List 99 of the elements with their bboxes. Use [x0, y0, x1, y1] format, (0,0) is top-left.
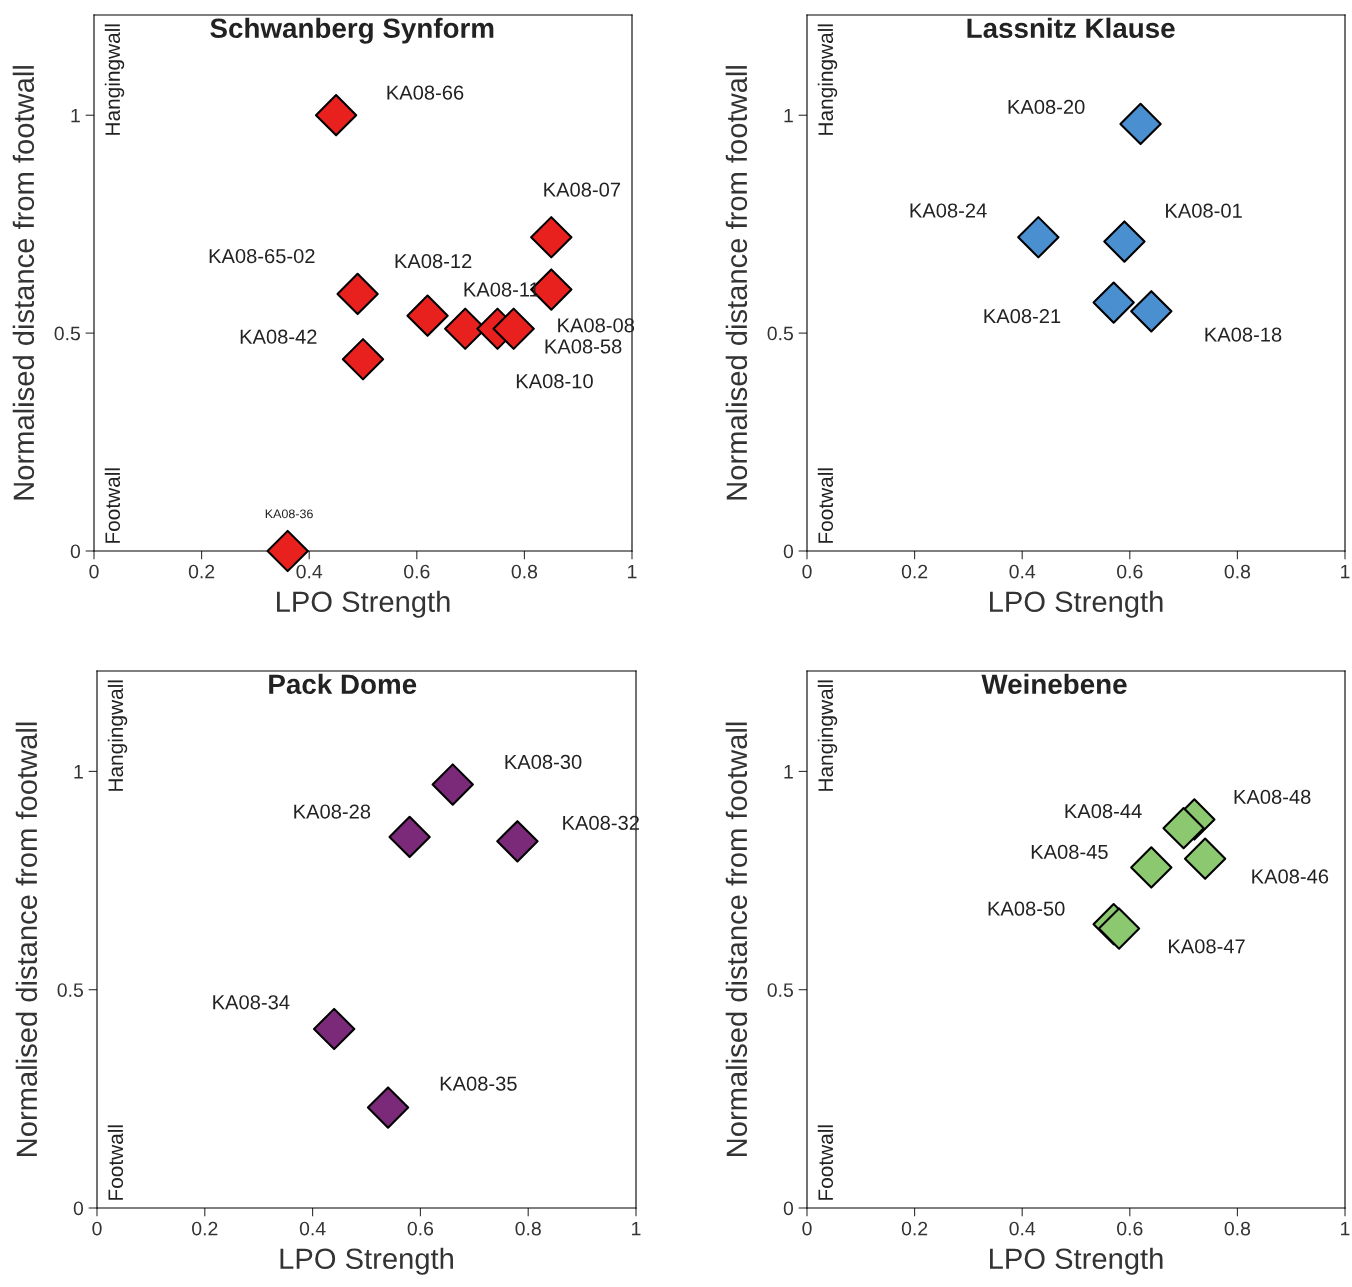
annotation: KA08-47 — [1169, 939, 1245, 954]
annotation: Footwall — [817, 1125, 834, 1200]
point — [1162, 807, 1205, 850]
annotation: KA08-01 — [1166, 203, 1242, 218]
y-tick-label: 0.5 — [57, 983, 83, 997]
annotation: KA08-21 — [984, 309, 1061, 324]
annotation: Hangingwall — [817, 24, 838, 135]
x-tick-label: 0.8 — [511, 564, 538, 579]
point — [1130, 290, 1173, 333]
y-axis-title: Normalised distance from footwall — [725, 722, 748, 1156]
x-axis-title: LPO Strength — [990, 1247, 1163, 1275]
y-tick-label: 1 — [784, 108, 793, 123]
annotation: KA08-30 — [505, 754, 582, 770]
x-tick-label: 0.2 — [901, 564, 928, 579]
annotation: KA08-34 — [213, 995, 290, 1010]
point — [366, 1086, 410, 1129]
annotation: Hangingwall — [107, 680, 128, 791]
x-tick-label: 1 — [632, 1221, 641, 1236]
point — [1183, 837, 1227, 880]
y-tick-label: 1 — [784, 765, 793, 779]
annotation: KA08-28 — [294, 804, 371, 819]
x-tick-label: 0.6 — [1117, 1221, 1143, 1236]
x-tick-label: 0 — [802, 564, 812, 579]
annotation: KA08-50 — [988, 901, 1065, 916]
x-tick-label: 0.6 — [407, 1221, 434, 1236]
x-tick-label: 1 — [628, 564, 637, 579]
y-tick-label: 1 — [71, 108, 80, 123]
x-tick-label: 1 — [1341, 564, 1350, 579]
x-tick-label: 0.2 — [188, 564, 215, 579]
point — [341, 338, 385, 381]
point — [406, 294, 449, 337]
x-tick-label: 0.8 — [515, 1221, 541, 1236]
x-tick-label: 0.6 — [404, 564, 430, 579]
point — [314, 94, 358, 137]
annotation: KA08-44 — [1065, 804, 1142, 819]
x-tick-label: 0.8 — [1224, 1221, 1251, 1236]
annotation: Footwall — [107, 1125, 124, 1200]
point — [530, 216, 573, 259]
point — [1097, 907, 1141, 950]
x-tick-label: 0 — [92, 1221, 102, 1236]
annotation: KA08-58 — [545, 339, 622, 354]
annotation: KA08-10 — [516, 374, 593, 389]
x-tick-label: 0.4 — [299, 1221, 326, 1236]
point — [492, 307, 535, 350]
x-tick-label: 0.2 — [192, 1221, 218, 1236]
y-tick-label: 1 — [74, 765, 83, 779]
y-tick-label: 0 — [70, 544, 81, 559]
x-tick-label: 0 — [89, 564, 99, 579]
point — [336, 272, 379, 316]
point — [312, 1007, 356, 1051]
chart-title: Lassnitz Klause — [967, 17, 1175, 39]
annotation: KA08-12 — [395, 254, 472, 269]
y-axis-title: Normalised distance from footwall — [725, 66, 748, 500]
annotation: KA08-65-02 — [209, 248, 315, 264]
x-tick-label: 0 — [802, 1221, 812, 1236]
annotation: KA08-66 — [387, 85, 464, 100]
annotation: KA08-46 — [1252, 869, 1329, 884]
chart-title: Pack Dome — [269, 673, 417, 695]
point — [1103, 220, 1146, 263]
point — [496, 820, 539, 863]
annotation: Hangingwall — [817, 680, 838, 791]
annotation: KA08-18 — [1205, 327, 1282, 342]
annotation: KA08-48 — [1234, 789, 1311, 805]
chart-title: Weinebene — [981, 673, 1127, 695]
x-tick-label: 0.4 — [1009, 1221, 1036, 1236]
y-axis-title: Normalised distance from footwall — [12, 66, 35, 500]
point — [388, 815, 431, 859]
point — [1017, 216, 1060, 259]
y-tick-label: 0.5 — [767, 983, 793, 997]
x-tick-label: 0.4 — [296, 564, 323, 579]
annotation: KA08-35 — [440, 1076, 517, 1091]
y-tick-label: 0.5 — [54, 326, 80, 341]
y-tick-label: 0 — [73, 1201, 84, 1216]
point — [431, 763, 474, 806]
annotation: KA08-36 — [265, 509, 313, 519]
point — [1119, 102, 1162, 146]
x-tick-label: 0.4 — [1009, 564, 1036, 579]
annotation: Hangingwall — [104, 24, 125, 135]
annotation: Footwall — [817, 468, 834, 543]
point — [1092, 281, 1135, 324]
annotation: KA08-20 — [1008, 99, 1085, 115]
x-axis-title: LPO Strength — [990, 590, 1163, 618]
annotation: KA08-45 — [1031, 844, 1108, 859]
x-axis-title: LPO Strength — [277, 590, 450, 618]
annotation: Footwall — [104, 468, 121, 543]
y-tick-label: 0 — [783, 544, 794, 559]
annotation: KA08-24 — [910, 203, 987, 218]
y-tick-label: 0.5 — [767, 326, 793, 341]
annotation: KA08-07 — [544, 182, 621, 197]
chart-title: Schwanberg Synform — [210, 17, 494, 44]
annotation: KA08-42 — [240, 329, 317, 344]
point — [1130, 846, 1173, 889]
x-tick-label: 1 — [1341, 1221, 1350, 1236]
x-axis-title: LPO Strength — [280, 1247, 453, 1275]
y-axis-title: Normalised distance from footwall — [15, 722, 38, 1156]
x-tick-label: 0.8 — [1224, 564, 1251, 579]
x-tick-label: 0.2 — [901, 1221, 928, 1236]
y-tick-label: 0 — [783, 1201, 794, 1216]
x-tick-label: 0.6 — [1117, 564, 1143, 579]
